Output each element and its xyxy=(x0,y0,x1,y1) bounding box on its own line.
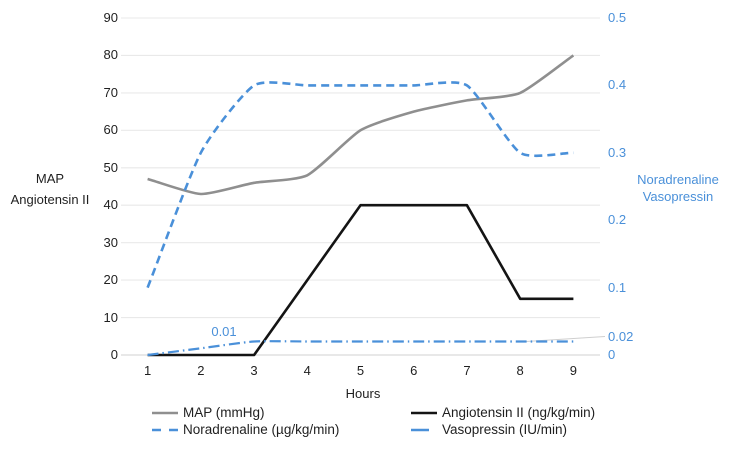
legend-marker-vasopressin-dash-icon xyxy=(411,428,429,431)
right-axis-title-line2: Vasopressin xyxy=(642,189,714,204)
series-line-0 xyxy=(147,54,575,196)
left-axis-tick-label: 50 xyxy=(103,159,118,175)
x-axis-tick-label: 2 xyxy=(197,363,205,378)
left-axis-title-line2: Angiotensin II xyxy=(10,192,90,207)
x-axis-tick-label: 6 xyxy=(410,363,418,378)
left-axis-tick-label: 10 xyxy=(103,309,118,325)
legend-item-vasopressin: Vasopressin (IU/min) xyxy=(411,422,567,437)
series-line-1 xyxy=(147,203,574,357)
left-axis-tick-label: 70 xyxy=(103,84,118,100)
x-axis-tick-label: 1 xyxy=(143,363,152,378)
right-axis-tick-label: 0.5 xyxy=(608,10,627,25)
legend-label-noradrenaline: Noradrenaline (µg/kg/min) xyxy=(183,422,340,437)
series-line-2 xyxy=(146,81,574,289)
data-label-vasopressin-002: 0.02 xyxy=(608,329,634,344)
left-axis-tick-label: 30 xyxy=(103,234,118,250)
legend-marker-noradrenaline-dashed-icon xyxy=(152,428,178,431)
series-line-3 xyxy=(147,340,574,357)
right-axis-tick-label: 0 xyxy=(608,347,616,362)
x-axis-title: Hours xyxy=(345,386,381,401)
left-axis-tick-label: 90 xyxy=(103,10,118,25)
left-axis-title: MAP Angiotensin II xyxy=(0,168,100,210)
x-axis-tick-label: 7 xyxy=(463,363,471,378)
right-axis-tick-label: 0.3 xyxy=(608,144,627,160)
left-axis-tick-label: 60 xyxy=(103,122,118,138)
right-axis-tick-label: 0.4 xyxy=(608,77,627,93)
data-label-vasopressin-001: 0.01 xyxy=(211,324,237,339)
right-axis-tick-label: 0.2 xyxy=(608,212,627,228)
x-axis-tick-label: 8 xyxy=(516,363,524,378)
x-axis-tick-label: 5 xyxy=(356,363,365,378)
x-axis-tick-label: 4 xyxy=(303,363,311,378)
left-axis-tick-label: 40 xyxy=(103,197,118,213)
legend-item-noradrenaline: Noradrenaline (µg/kg/min) xyxy=(152,422,339,437)
right-axis-title: Noradrenaline Vasopressin xyxy=(628,171,728,205)
legend-marker-angiotensin-line-icon xyxy=(411,411,437,414)
legend-item-map: MAP (mmHg) xyxy=(152,405,265,420)
right-axis-title-line1: Noradrenaline xyxy=(637,172,719,187)
left-axis-tick-label: 20 xyxy=(103,272,118,288)
legend-label-map: MAP (mmHg) xyxy=(183,405,265,420)
left-axis-title-line1: MAP xyxy=(35,171,65,186)
legend-label-angiotensin: Angiotensin II (ng/kg/min) xyxy=(442,405,596,420)
left-axis-tick-label: 80 xyxy=(103,47,118,63)
legend-label-vasopressin: Vasopressin (IU/min) xyxy=(442,422,568,437)
left-axis-tick-label: 0 xyxy=(110,347,118,362)
right-axis-tick-label: 0.1 xyxy=(608,279,627,295)
legend-marker-map-line-icon xyxy=(152,411,178,414)
x-axis-tick-label: 9 xyxy=(569,363,577,378)
x-axis-tick-label: 3 xyxy=(250,363,258,378)
legend-item-angiotensin: Angiotensin II (ng/kg/min) xyxy=(411,405,595,420)
